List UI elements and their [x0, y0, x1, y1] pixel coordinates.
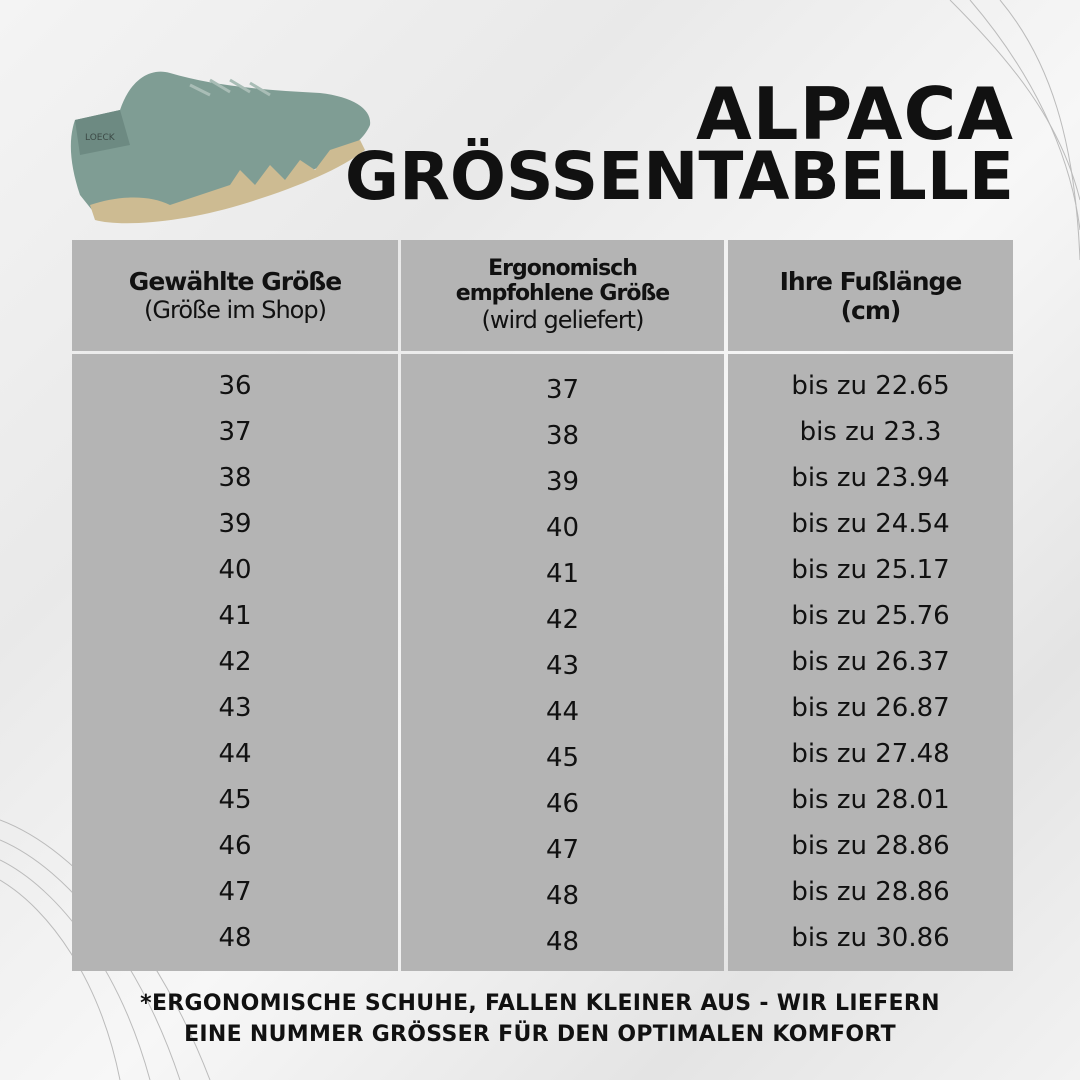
shoe-logo-text: LOECK — [85, 133, 116, 143]
cell-recommended: 48 — [545, 881, 580, 911]
cell-chosen: 38 — [218, 463, 252, 493]
header-sub: (Größe im Shop) — [144, 296, 327, 324]
cell-recommended: 47 — [545, 835, 580, 865]
cell-chosen: 39 — [218, 509, 252, 539]
cell-foot-length: bis zu 28.86 — [791, 877, 950, 907]
cell-chosen: 47 — [218, 877, 252, 907]
header-main-1: Ergonomisch — [488, 256, 638, 282]
footer-line-1: *ERGONOMISCHE SCHUHE, FALLEN KLEINER AUS… — [140, 991, 940, 1016]
header-sub: (wird geliefert) — [481, 305, 645, 334]
column-foot-length: bis zu 22.65 bis zu 23.3 bis zu 23.94 bis z… — [728, 354, 1013, 971]
cell-foot-length: bis zu 26.37 — [791, 647, 950, 677]
cell-chosen: 37 — [218, 417, 252, 447]
cell-chosen: 36 — [218, 371, 252, 401]
cell-foot-length: bis zu 26.87 — [791, 693, 950, 723]
cell-recommended: 42 — [545, 605, 580, 635]
cell-chosen: 42 — [218, 647, 252, 677]
column-chosen-size: 36 37 38 39 40 41 42 43 44 45 46 47 48 — [72, 354, 398, 971]
shoe-image: LOECK — [70, 71, 371, 224]
cell-foot-length: bis zu 23.3 — [799, 417, 942, 447]
size-table: Gewählte Größe (Größe im Shop) Ergonomis… — [72, 240, 1013, 971]
cell-foot-length: bis zu 23.94 — [791, 463, 950, 493]
cell-foot-length: bis zu 27.48 — [791, 739, 950, 769]
cell-foot-length: bis zu 30.86 — [791, 923, 950, 953]
header-foot-length: Ihre Fußlänge (cm) — [728, 240, 1013, 351]
header-main-1: Ihre Fußlänge — [779, 266, 963, 296]
cell-recommended: 46 — [545, 789, 580, 819]
header-recommended-size: Ergonomisch empfohlene Größe (wird gelie… — [401, 240, 724, 351]
cell-recommended: 39 — [545, 467, 580, 497]
cell-foot-length: bis zu 25.76 — [791, 601, 950, 631]
header-main-2: empfohlene Größe — [455, 280, 670, 306]
cell-foot-length: bis zu 28.86 — [791, 831, 950, 861]
cell-recommended: 41 — [545, 559, 580, 589]
cell-chosen: 41 — [218, 601, 252, 631]
cell-recommended: 43 — [545, 651, 580, 681]
header-main-2: (cm) — [840, 295, 902, 325]
cell-recommended: 44 — [545, 697, 580, 727]
cell-foot-length: bis zu 28.01 — [791, 785, 950, 815]
cell-chosen: 43 — [218, 693, 252, 723]
title-line-1: ALPACA — [695, 72, 1014, 156]
cell-recommended: 48 — [545, 927, 580, 957]
cell-chosen: 48 — [218, 923, 252, 953]
cell-foot-length: bis zu 24.54 — [791, 509, 950, 539]
cell-recommended: 38 — [545, 421, 580, 451]
header-chosen-size: Gewählte Größe (Größe im Shop) — [72, 240, 398, 351]
footer-note: *ERGONOMISCHE SCHUHE, FALLEN KLEINER AUS… — [0, 988, 1080, 1050]
title-line-2: GRÖSSENTABELLE — [344, 138, 1014, 215]
column-recommended-size: 37 38 39 40 41 42 43 44 45 46 47 48 48 — [401, 354, 724, 971]
cell-chosen: 46 — [218, 831, 252, 861]
cell-foot-length: bis zu 22.65 — [791, 371, 950, 401]
footer-line-2: EINE NUMMER GRÖSSER FÜR DEN OPTIMALEN KO… — [184, 1022, 896, 1047]
cell-chosen: 45 — [218, 785, 252, 815]
cell-recommended: 45 — [545, 743, 580, 773]
cell-foot-length: bis zu 25.17 — [791, 555, 950, 585]
header-main: Gewählte Größe — [128, 267, 342, 296]
cell-chosen: 40 — [218, 555, 252, 585]
cell-chosen: 44 — [218, 739, 252, 769]
cell-recommended: 37 — [545, 375, 580, 405]
cell-recommended: 40 — [545, 513, 580, 543]
